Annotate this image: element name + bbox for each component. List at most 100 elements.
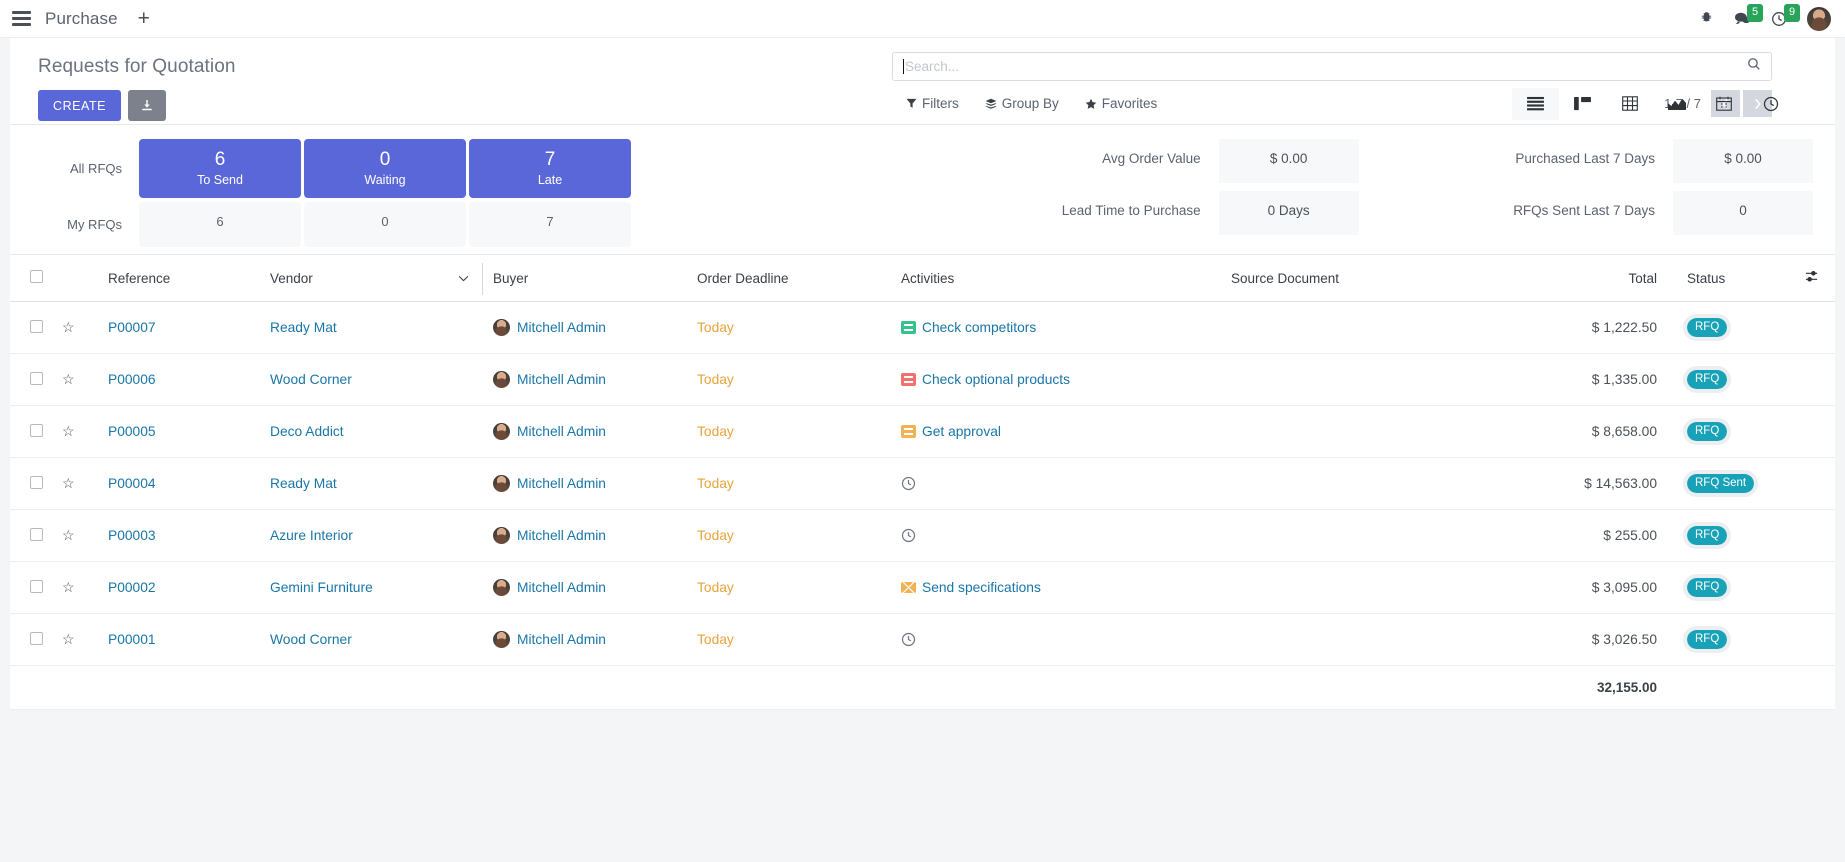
vendor-link[interactable]: Ready Mat — [270, 320, 337, 335]
buyer-name[interactable]: Mitchell Admin — [517, 580, 606, 595]
import-button[interactable] — [128, 90, 167, 121]
status-badge[interactable]: RFQ — [1682, 626, 1732, 653]
activity-label[interactable]: Send specifications — [922, 580, 1041, 595]
row-checkbox[interactable] — [29, 423, 43, 437]
reference-link[interactable]: P00005 — [108, 424, 156, 439]
star-icon[interactable]: ☆ — [62, 579, 75, 595]
reference-link[interactable]: P00003 — [108, 528, 156, 543]
activity-label[interactable]: Check optional products — [922, 372, 1071, 387]
table-row[interactable]: ☆ P00007 Ready Mat Mitchell Admin Today Check… — [10, 301, 1835, 354]
status-badge[interactable]: RFQ — [1682, 314, 1732, 341]
select-all-checkbox[interactable] — [29, 270, 43, 283]
buyer-name[interactable]: Mitchell Admin — [517, 632, 606, 647]
activity-label[interactable]: Check competitors — [922, 320, 1037, 335]
create-button[interactable]: CREATE — [38, 90, 122, 121]
reference-link[interactable]: P00002 — [108, 580, 156, 595]
star-icon[interactable]: ☆ — [62, 527, 75, 543]
column-resize-handle[interactable] — [482, 263, 483, 295]
hamburger-icon[interactable] — [12, 11, 31, 26]
row-select-cell — [10, 353, 62, 406]
header-order-deadline[interactable]: Order Deadline — [697, 255, 901, 302]
kpi-my-late[interactable]: 7 — [469, 202, 631, 247]
metric-value-purchased-last-7-days[interactable]: $ 0.00 — [1673, 139, 1813, 183]
kpi-late[interactable]: 7 Late — [469, 139, 631, 198]
status-badge[interactable]: RFQ — [1682, 366, 1732, 393]
vendor-link[interactable]: Gemini Furniture — [270, 580, 373, 595]
bug-icon[interactable] — [1699, 11, 1714, 26]
status-badge[interactable]: RFQ — [1682, 418, 1732, 445]
metric-value-avg-order-value[interactable]: $ 0.00 — [1218, 139, 1359, 183]
view-list-button[interactable] — [1512, 87, 1559, 120]
table-row[interactable]: ☆ P00004 Ready Mat Mitchell Admin Today $ 14,… — [10, 457, 1835, 510]
star-icon[interactable]: ☆ — [62, 423, 75, 439]
view-calendar-button[interactable] — [1700, 88, 1747, 120]
favorites-button[interactable]: Favorites — [1085, 96, 1157, 111]
clock-icon[interactable] — [901, 528, 916, 543]
table-row[interactable]: ☆ P00003 Azure Interior Mitchell Admin Today… — [10, 509, 1835, 562]
status-badge[interactable]: RFQ Sent — [1682, 470, 1759, 497]
filters-button[interactable]: Filters — [906, 96, 959, 111]
view-graph-button[interactable] — [1653, 88, 1700, 120]
metric-value-rfqs-sent-last-7-days[interactable]: 0 — [1673, 191, 1813, 235]
table-row[interactable]: ☆ P00002 Gemini Furniture Mitchell Admin Tod… — [10, 561, 1835, 614]
star-icon[interactable]: ☆ — [62, 475, 75, 491]
header-status[interactable]: Status — [1669, 255, 1787, 302]
kpi-to-send[interactable]: 6 To Send — [139, 139, 301, 198]
header-source-document[interactable]: Source Document — [1231, 255, 1521, 302]
metric-value-lead-time-to-purchase[interactable]: 0 Days — [1218, 191, 1359, 235]
app-title[interactable]: Purchase — [45, 8, 118, 28]
messages-icon[interactable]: 5 — [1734, 4, 1764, 26]
view-kanban-button[interactable] — [1559, 88, 1606, 120]
header-activities[interactable]: Activities — [901, 255, 1231, 302]
row-checkbox[interactable] — [29, 631, 43, 645]
header-buyer[interactable]: Buyer — [483, 255, 697, 302]
avatar[interactable] — [1807, 6, 1831, 31]
buyer-name[interactable]: Mitchell Admin — [517, 320, 606, 335]
table-row[interactable]: ☆ P00001 Wood Corner Mitchell Admin Today $ 3… — [10, 613, 1835, 666]
buyer-name[interactable]: Mitchell Admin — [517, 476, 606, 491]
star-icon[interactable]: ☆ — [62, 319, 75, 335]
cell-vendor: Ready Mat — [270, 301, 483, 354]
activities-clock-icon[interactable]: 9 — [1771, 3, 1801, 27]
header-reference[interactable]: Reference — [108, 255, 270, 302]
row-checkbox[interactable] — [29, 475, 43, 489]
vendor-link[interactable]: Deco Addict — [270, 424, 344, 439]
activity-label[interactable]: Get approval — [922, 424, 1001, 439]
search-input[interactable]: Search... — [892, 52, 1772, 81]
row-checkbox[interactable] — [29, 579, 43, 593]
clock-icon[interactable] — [901, 632, 916, 647]
header-total[interactable]: Total — [1521, 255, 1669, 302]
reference-link[interactable]: P00004 — [108, 476, 156, 491]
view-pivot-button[interactable] — [1606, 88, 1653, 120]
star-icon[interactable]: ☆ — [62, 371, 75, 387]
clock-icon[interactable] — [901, 476, 916, 491]
buyer-name[interactable]: Mitchell Admin — [517, 372, 606, 387]
buyer-name[interactable]: Mitchell Admin — [517, 424, 606, 439]
vendor-link[interactable]: Ready Mat — [270, 476, 337, 491]
status-badge[interactable]: RFQ — [1682, 522, 1732, 549]
kpi-my-to-send[interactable]: 6 — [139, 202, 301, 247]
vendor-link[interactable]: Wood Corner — [270, 372, 352, 387]
row-checkbox[interactable] — [29, 527, 43, 541]
pager-next-button[interactable] — [1743, 90, 1772, 117]
kpi-waiting[interactable]: 0 Waiting — [304, 139, 466, 198]
group-by-button[interactable]: Group By — [985, 96, 1059, 111]
header-vendor[interactable]: Vendor — [270, 255, 483, 302]
vendor-link[interactable]: Wood Corner — [270, 632, 352, 647]
reference-link[interactable]: P00006 — [108, 372, 156, 387]
plus-icon[interactable]: + — [137, 7, 150, 30]
vendor-link[interactable]: Azure Interior — [270, 528, 353, 543]
star-icon[interactable]: ☆ — [62, 631, 75, 647]
kpi-my-waiting[interactable]: 0 — [304, 202, 466, 247]
reference-link[interactable]: P00007 — [108, 320, 156, 335]
table-row[interactable]: ☆ P00005 Deco Addict Mitchell Admin Today Get… — [10, 405, 1835, 458]
row-checkbox[interactable] — [29, 319, 43, 333]
table-row[interactable]: ☆ P00006 Wood Corner Mitchell Admin Today Che… — [10, 353, 1835, 406]
sliders-icon[interactable] — [1804, 269, 1819, 284]
status-badge[interactable]: RFQ — [1682, 574, 1732, 601]
row-checkbox[interactable] — [29, 371, 43, 385]
buyer-name[interactable]: Mitchell Admin — [517, 528, 606, 543]
reference-link[interactable]: P00001 — [108, 632, 156, 647]
view-activity-button[interactable] — [1747, 88, 1794, 120]
search-icon[interactable] — [1747, 57, 1761, 76]
